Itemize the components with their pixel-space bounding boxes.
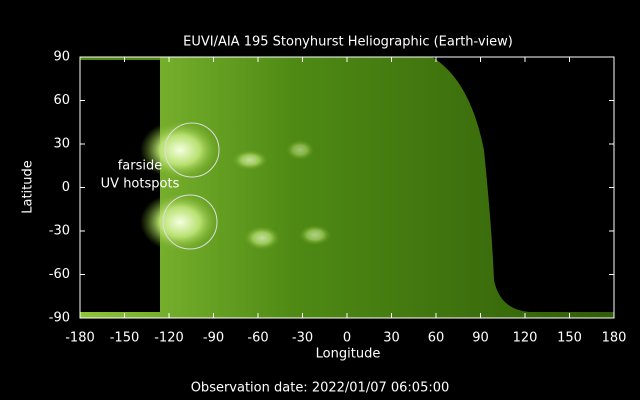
x-tick-label: -120 bbox=[154, 331, 184, 346]
annotation: farside bbox=[118, 159, 163, 174]
y-tick-label: -90 bbox=[49, 311, 70, 326]
y-tick-label: -60 bbox=[49, 267, 70, 282]
annotation: UV hotspots bbox=[101, 177, 180, 192]
x-tick-label: 30 bbox=[383, 331, 400, 346]
map-image bbox=[80, 57, 614, 318]
x-tick-label: -180 bbox=[65, 331, 95, 346]
footer: Observation date: 2022/01/07 06:05:00 bbox=[191, 381, 450, 396]
y-tick-label: 90 bbox=[53, 50, 70, 65]
x-tick-label: -30 bbox=[292, 331, 313, 346]
y-tick-label: 0 bbox=[62, 180, 70, 195]
x-tick-label: 90 bbox=[472, 331, 489, 346]
x-tick-label: -60 bbox=[247, 331, 268, 346]
chart-title: EUVI/AIA 195 Stonyhurst Heliographic (Ea… bbox=[183, 35, 513, 50]
x-tick-label: 120 bbox=[513, 331, 538, 346]
y-tick-label: 60 bbox=[53, 93, 70, 108]
x-tick-label: 180 bbox=[602, 331, 627, 346]
x-axis-label: Longitude bbox=[316, 347, 381, 362]
y-axis-label: Latitude bbox=[21, 160, 36, 214]
y-tick-label: 30 bbox=[53, 137, 70, 152]
x-tick-label: -150 bbox=[110, 331, 140, 346]
x-tick-label: 60 bbox=[428, 331, 445, 346]
x-tick-label: 0 bbox=[343, 331, 351, 346]
x-tick-label: 150 bbox=[557, 331, 582, 346]
x-tick-label: -90 bbox=[203, 331, 224, 346]
y-tick-label: -30 bbox=[49, 224, 70, 239]
